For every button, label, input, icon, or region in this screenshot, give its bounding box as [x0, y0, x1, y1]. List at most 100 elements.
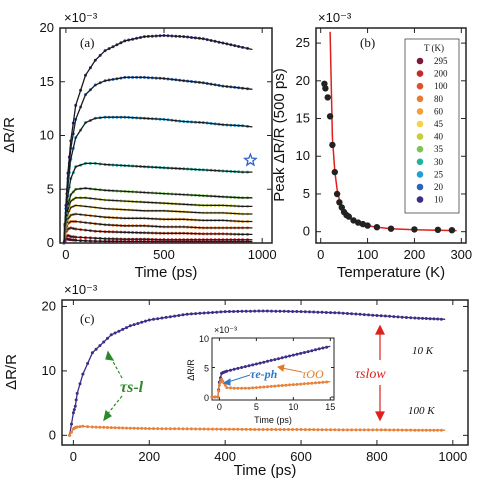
series-35K-fit-line: [63, 187, 253, 244]
panel-b-scale-label: ×10⁻³: [318, 10, 352, 25]
legend-swatch: [416, 196, 424, 203]
series-45K-fit-line: [63, 204, 253, 244]
legend-swatch: [416, 183, 424, 191]
panel-a-xtick-label: 500: [153, 247, 175, 262]
panel-b-xtick-label: 300: [450, 247, 472, 262]
legend-label: 40: [434, 132, 444, 142]
tau-slow-label: τslow: [355, 367, 386, 382]
panel-a-scale-label: ×10⁻³: [64, 10, 98, 25]
label-10k: 10 K: [412, 345, 434, 357]
legend-box: [404, 38, 460, 214]
panel-b-xtick-label: 100: [357, 247, 379, 262]
inset-ytick-label: 10: [199, 334, 209, 344]
panel-c-xtick-label: 400: [214, 449, 236, 464]
legend-title: T (K): [424, 43, 444, 53]
inset-ylabel: ΔR/R: [186, 359, 196, 381]
legend-swatch: [416, 70, 424, 77]
series-100K-fit-line: [69, 425, 446, 436]
panel-c-xtick-label: 0: [70, 449, 77, 464]
data-point: [448, 227, 456, 234]
series-100K-fit-line: [63, 227, 253, 244]
panel-c-ylabel: ΔR/R: [3, 354, 20, 390]
panel-a-ytick-label: 10: [40, 128, 54, 143]
panel-a-series: [62, 34, 253, 245]
panel-c-xtick-label: 600: [290, 449, 312, 464]
data-point: [333, 190, 341, 198]
data-point: [411, 226, 418, 233]
panel-b-xlabel: Temperature (K): [337, 264, 445, 281]
panel-a-ytick-label: 5: [47, 181, 54, 196]
panel-a-ticks: 0 500 1000 0 5 10 15 20: [40, 20, 277, 262]
legend-swatch: [416, 171, 424, 178]
legend-label: 295: [434, 56, 448, 66]
legend-label: 25: [434, 169, 444, 179]
legend-label: 10: [434, 195, 444, 205]
data-point: [336, 199, 343, 206]
legend-label: 35: [434, 144, 444, 154]
panel-c-label: (c): [80, 311, 94, 326]
series-10K-fit-line: [68, 310, 446, 436]
panel-b-ytick-label: 25: [296, 35, 310, 50]
legend-swatch: [416, 57, 424, 65]
panel-c-ytick-label: 10: [42, 363, 56, 378]
panel-c-ytick-label: 20: [42, 298, 56, 313]
inset-xtick-label: 10: [288, 402, 298, 412]
series-10K-fit-line: [63, 34, 253, 244]
panel-a-ytick-label: 20: [40, 20, 54, 35]
tau-slow-arrow: [375, 324, 385, 422]
legend-swatch: [416, 108, 424, 115]
data-point: [324, 94, 331, 101]
panel-c-ytick-label: 0: [49, 427, 56, 442]
legend-label: 80: [434, 94, 444, 104]
inset-plot: 0 5 10 15 0 5 10 ×10⁻³ Time (ps) ΔR/R τe-ph τO…: [186, 325, 335, 425]
series-295K-fit-line: [63, 237, 253, 244]
series-10K-point: [62, 241, 66, 245]
legend-swatch: [416, 95, 424, 103]
panel-a-ytick-label: 0: [47, 235, 54, 250]
inset-scale-label: ×10⁻³: [214, 325, 237, 335]
data-point: [345, 213, 352, 220]
inset-xlabel: Time (ps): [254, 415, 292, 425]
panel-b: 0 100 200 300 0 5 10 15 20 25 T (K) 295 200 100 80 60…: [271, 10, 472, 281]
data-point: [331, 168, 338, 176]
panel-b-label: (b): [360, 35, 375, 50]
legend: T (K) 295 200 100 80 60 45 40 35 30 25 20 10: [404, 38, 460, 214]
label-100k: 100 K: [408, 405, 435, 417]
inset-series-100K-fit-line: [212, 377, 331, 398]
legend-label: 200: [434, 69, 448, 79]
data-point: [387, 225, 395, 232]
data-point: [373, 224, 381, 231]
tau-oo-arrow: [276, 364, 303, 373]
legend-swatch: [416, 145, 424, 153]
inset-series-10K-fit-line: [212, 345, 331, 398]
tau-eph-arrow: [222, 374, 251, 386]
panel-b-ytick-label: 5: [303, 186, 310, 201]
panel-b-points: [321, 80, 456, 234]
panel-b-ytick-label: 0: [303, 224, 310, 239]
data-point: [322, 85, 329, 92]
legend-label: 45: [434, 119, 444, 129]
inset-xtick-label: 5: [254, 402, 259, 412]
series-25K-fit-line: [63, 116, 253, 244]
data-point: [364, 222, 371, 229]
tau-eph-label: τe-ph: [250, 367, 278, 381]
inset-ytick-label: 0: [204, 393, 209, 403]
panel-a-label: (a): [80, 35, 94, 50]
series-30K-fit-line: [63, 162, 253, 244]
panel-c-series: [68, 309, 446, 437]
star-marker: [243, 152, 258, 167]
tau-sl-label: τs-l: [120, 379, 144, 396]
legend-label: 20: [434, 182, 444, 192]
panel-b-xtick-label: 0: [317, 247, 324, 262]
inset-ticks: 0 5 10 15 0 5 10: [199, 334, 335, 412]
panel-b-frame: [315, 27, 467, 244]
legend-label: 30: [434, 157, 444, 167]
panel-c-xtick-label: 200: [138, 449, 160, 464]
legend-swatch: [416, 133, 424, 140]
panel-c-xtick-label: 1000: [438, 449, 467, 464]
data-point: [329, 141, 336, 149]
data-point: [434, 226, 442, 233]
inset-xtick-label: 0: [217, 402, 222, 412]
